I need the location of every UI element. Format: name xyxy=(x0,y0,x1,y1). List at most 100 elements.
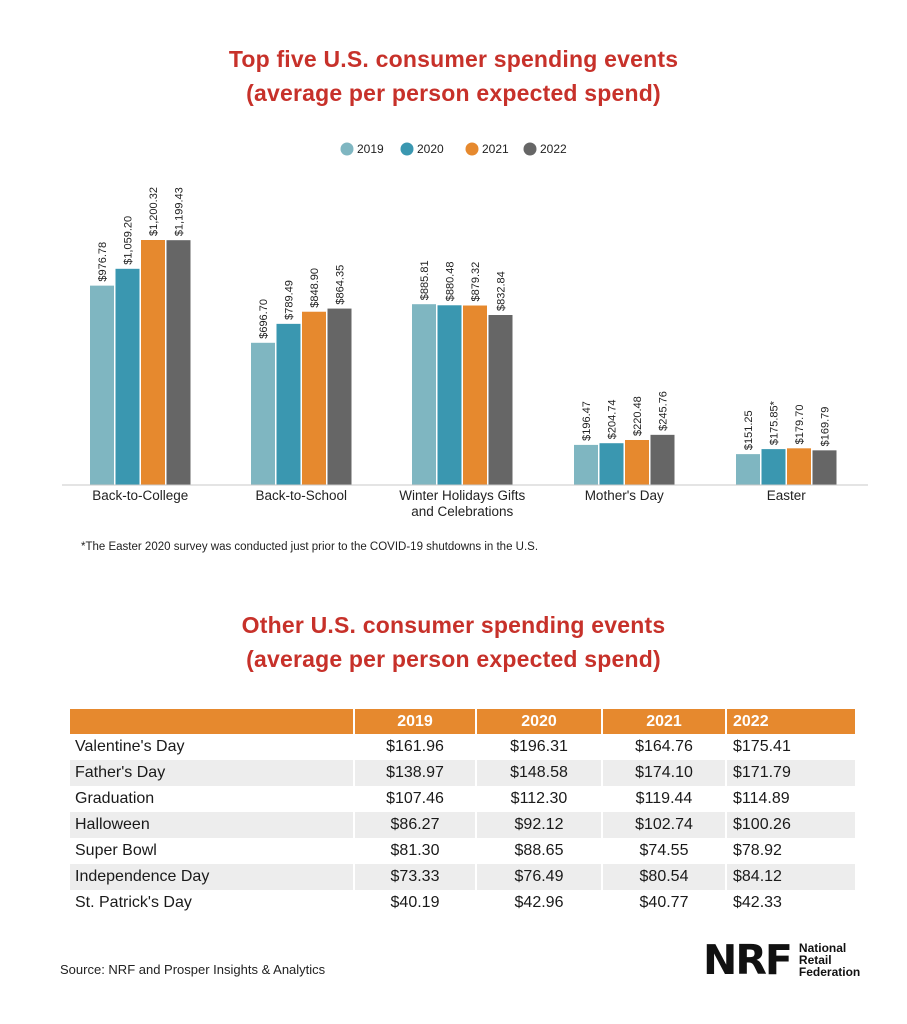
table-row: St. Patrick's Day $40.19 $42.96 $40.77 $… xyxy=(70,890,855,916)
table-header-row: 2019 2020 2021 2022 xyxy=(70,709,855,734)
bar-2022-0 xyxy=(166,240,191,485)
table-cell: $88.65 xyxy=(476,838,603,864)
table-title-line-1: Other U.S. consumer spending events xyxy=(241,612,666,638)
table-cell: $148.58 xyxy=(476,760,603,786)
nrf-logo: NRF National Retail Federation xyxy=(703,940,861,981)
data-label-2021-3: $220.48 xyxy=(632,396,644,436)
legend-swatch-2021 xyxy=(465,142,479,156)
table-cell: $164.76 xyxy=(602,734,727,760)
table-row: Super Bowl $81.30 $88.65 $74.55 $78.92 xyxy=(70,838,855,864)
bar-2019-3 xyxy=(574,444,598,485)
table-header-2021: 2021 xyxy=(602,709,727,734)
bar-2020-2 xyxy=(437,305,462,485)
bar-2022-1 xyxy=(327,308,352,485)
data-label-2019-0: $976.78 xyxy=(97,242,109,282)
source-note: Source: NRF and Prosper Insights & Analy… xyxy=(60,962,326,977)
table-row: Independence Day $73.33 $76.49 $80.54 $8… xyxy=(70,864,855,890)
bar-2021-1 xyxy=(302,311,326,485)
table-cell: $74.55 xyxy=(602,838,727,864)
category-label-2: Winter Holidays Gifts xyxy=(399,488,525,503)
category-label-3: Mother's Day xyxy=(585,488,664,503)
data-label-2022-4: $169.79 xyxy=(820,407,832,447)
table-row: Graduation $107.46 $112.30 $119.44 $114.… xyxy=(70,786,855,812)
bar-2021-3 xyxy=(625,439,649,485)
bar-2021-2 xyxy=(463,305,487,485)
table-header-2019: 2019 xyxy=(354,709,477,734)
bar-2020-4 xyxy=(761,449,786,485)
table-cell-event: Valentine's Day xyxy=(70,734,355,760)
table-cell: $100.26 xyxy=(726,812,855,838)
table-cell: $174.10 xyxy=(602,760,727,786)
chart-title-line-1: Top five U.S. consumer spending events xyxy=(228,46,679,72)
table-header-2022: 2022 xyxy=(726,709,855,734)
legend-swatch-2019 xyxy=(340,142,354,156)
bar-2022-4 xyxy=(812,450,837,485)
data-label-2020-2: $880.48 xyxy=(445,262,457,302)
table-cell: $138.97 xyxy=(354,760,477,786)
table-cell-event: Super Bowl xyxy=(70,838,355,864)
category-label-0: Back-to-College xyxy=(92,488,188,503)
data-label-2019-1: $696.70 xyxy=(258,299,270,339)
table-cell: $114.89 xyxy=(733,790,790,807)
data-label-2019-4: $151.25 xyxy=(743,410,755,450)
table-title: Other U.S. consumer spending events (ave… xyxy=(0,608,907,676)
data-label-2021-4: $179.70 xyxy=(794,405,806,445)
table-cell: $92.12 xyxy=(476,812,603,838)
table-cell: $84.12 xyxy=(726,864,855,890)
data-label-2022-3: $245.76 xyxy=(658,391,670,431)
data-label-2022-2: $832.84 xyxy=(496,271,508,311)
data-label-2022-1: $864.35 xyxy=(335,265,347,305)
table-cell: $78.92 xyxy=(733,842,782,859)
legend-label-2021: 2021 xyxy=(482,142,509,156)
data-label-2019-2: $885.81 xyxy=(419,260,431,300)
legend-label-2019: 2019 xyxy=(357,142,384,156)
data-label-2022-0: $1,199.43 xyxy=(174,187,186,236)
table-cell: $171.79 xyxy=(726,760,855,786)
data-label-2020-0: $1,059.20 xyxy=(123,216,135,265)
table-cell-event: Halloween xyxy=(70,812,355,838)
table-title-line-2: (average per person expected spend) xyxy=(246,646,661,672)
bar-2021-0 xyxy=(141,240,165,485)
table-cell-event: St. Patrick's Day xyxy=(70,890,355,916)
table-cell: $42.96 xyxy=(476,890,603,916)
other-events-table: 2019 2020 2021 2022 Valentine's Day $161… xyxy=(70,709,855,916)
table-cell: $196.31 xyxy=(476,734,603,760)
legend-swatch-2020 xyxy=(400,142,414,156)
table-header-event xyxy=(70,709,355,734)
table-cell: $42.33 xyxy=(733,894,782,911)
bar-2020-1 xyxy=(276,323,301,485)
top-five-bar-chart: 2019 2020 2021 2022 $976.78 $1,059.20 $1,200.3… xyxy=(62,142,868,519)
category-label-1: Back-to-School xyxy=(255,488,347,503)
table-cell: $107.46 xyxy=(354,786,477,812)
table-cell-event: Graduation xyxy=(70,786,355,812)
legend-label-2020: 2020 xyxy=(417,142,444,156)
table-cell: $81.30 xyxy=(354,838,477,864)
bar-2022-2 xyxy=(488,315,513,485)
table-cell: $40.19 xyxy=(354,890,477,916)
table-cell: $175.41 xyxy=(733,738,791,755)
category-label-4: Easter xyxy=(767,488,807,503)
bar-2020-3 xyxy=(599,443,624,485)
legend-swatch-2022 xyxy=(523,142,537,156)
bar-2019-2 xyxy=(412,304,436,485)
data-label-2019-3: $196.47 xyxy=(581,401,593,441)
bar-2022-3 xyxy=(650,434,675,485)
bar-2019-1 xyxy=(251,342,275,485)
table-cell: $161.96 xyxy=(354,734,477,760)
bar-2019-4 xyxy=(736,454,760,485)
data-label-2020-3: $204.74 xyxy=(607,399,619,439)
data-label-2021-1: $848.90 xyxy=(309,268,321,308)
table-cell-event: Independence Day xyxy=(70,864,355,890)
table-cell: $40.77 xyxy=(602,890,727,916)
table-row: Halloween $86.27 $92.12 $102.74 $100.26 xyxy=(70,812,855,838)
nrf-logo-line: Federation xyxy=(798,965,861,979)
table-cell-event: Father's Day xyxy=(70,760,355,786)
table-cell: $80.54 xyxy=(602,864,727,890)
table-header-2020: 2020 xyxy=(476,709,603,734)
chart-title-line-2: (average per person expected spend) xyxy=(246,80,661,106)
category-label-2: and Celebrations xyxy=(411,504,513,519)
nrf-logo-line: National xyxy=(798,941,847,955)
chart-title: Top five U.S. consumer spending events (… xyxy=(0,42,907,110)
bar-2021-4 xyxy=(787,448,811,485)
table-row: Valentine's Day $161.96 $196.31 $164.76 … xyxy=(70,734,855,760)
